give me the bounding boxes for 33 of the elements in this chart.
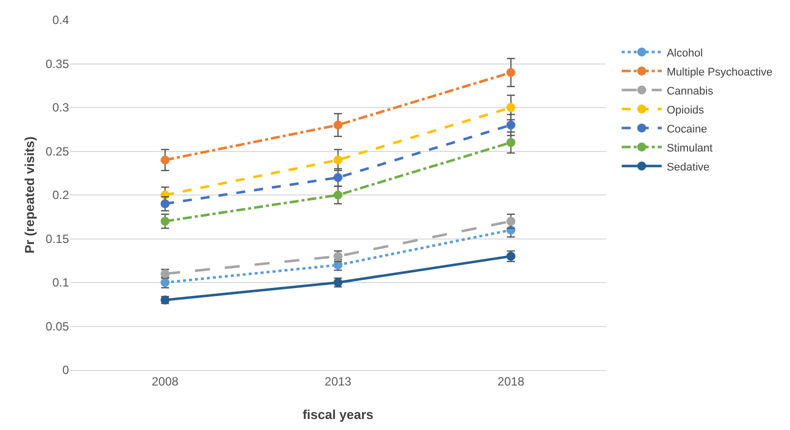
- point: [506, 216, 516, 226]
- y-tick-label: 0.1: [52, 276, 70, 290]
- x-axis-title: fiscal years: [302, 407, 374, 422]
- y-tick-label: 0.4: [52, 13, 70, 28]
- y-tick-label: 0.2: [52, 188, 70, 202]
- point: [506, 120, 516, 130]
- y-tick-label: 0: [62, 363, 70, 378]
- point: [334, 120, 342, 130]
- point: [506, 103, 516, 112]
- legend-label: Cannabis: [666, 85, 714, 98]
- x-tick-label: 2008: [152, 374, 179, 388]
- legend-label: Alcohol: [666, 47, 703, 60]
- x-tick-label: 2013: [324, 374, 352, 388]
- point: [334, 156, 342, 164]
- legend-label: Opioids: [666, 104, 705, 116]
- point: [334, 190, 342, 200]
- point: [160, 199, 170, 208]
- legend-label: Sedative: [666, 161, 710, 174]
- legend-label: Cocaine: [666, 123, 708, 136]
- legend-label: Multiple Psychoactive: [666, 66, 772, 78]
- point: [506, 68, 516, 77]
- point: [334, 173, 342, 182]
- legend-label: Stimulant: [666, 142, 713, 154]
- point: [506, 138, 516, 147]
- y-tick-label: 0.35: [46, 56, 70, 71]
- y-axis-title: Pr (repeated visits): [22, 136, 37, 254]
- point: [160, 156, 170, 164]
- y-tick-label: 0.15: [46, 232, 70, 246]
- x-tick-label: 2018: [498, 374, 525, 388]
- y-tick-label: 0.25: [46, 144, 70, 158]
- point: [160, 216, 170, 226]
- y-tick-label: 0.05: [46, 319, 70, 334]
- y-tick-label: 0.3: [52, 100, 70, 115]
